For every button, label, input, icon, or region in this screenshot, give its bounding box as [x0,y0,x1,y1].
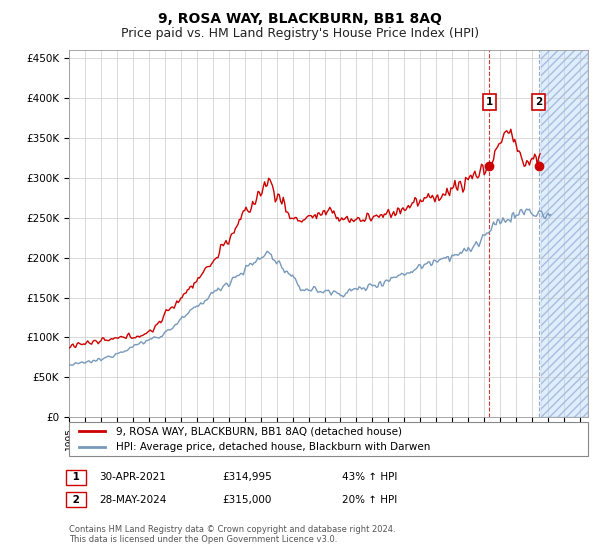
Text: 9, ROSA WAY, BLACKBURN, BB1 8AQ: 9, ROSA WAY, BLACKBURN, BB1 8AQ [158,12,442,26]
Text: 43% ↑ HPI: 43% ↑ HPI [342,472,397,482]
Text: 9, ROSA WAY, BLACKBURN, BB1 8AQ (detached house): 9, ROSA WAY, BLACKBURN, BB1 8AQ (detache… [116,426,402,436]
Text: 2: 2 [69,494,83,505]
FancyBboxPatch shape [69,422,588,456]
Text: 30-APR-2021: 30-APR-2021 [99,472,166,482]
Text: 20% ↑ HPI: 20% ↑ HPI [342,494,397,505]
Text: 1: 1 [69,472,83,482]
Bar [541,50,588,417]
Text: £314,995: £314,995 [222,472,272,482]
Text: £315,000: £315,000 [222,494,271,505]
Text: HPI: Average price, detached house, Blackburn with Darwen: HPI: Average price, detached house, Blac… [116,442,430,452]
Text: 2: 2 [535,97,542,107]
Text: 1: 1 [486,97,493,107]
Text: Contains HM Land Registry data © Crown copyright and database right 2024.
This d: Contains HM Land Registry data © Crown c… [69,525,395,544]
Bar [541,50,588,417]
Text: 28-MAY-2024: 28-MAY-2024 [99,494,166,505]
Text: Price paid vs. HM Land Registry's House Price Index (HPI): Price paid vs. HM Land Registry's House … [121,27,479,40]
